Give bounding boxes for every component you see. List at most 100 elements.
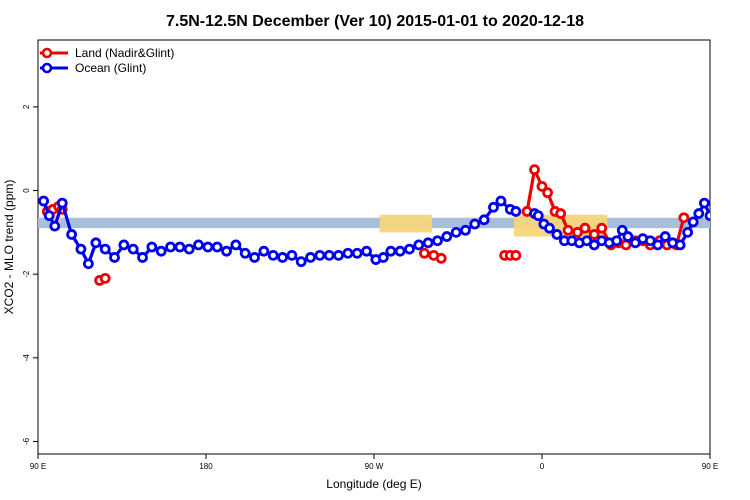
data-point (83, 258, 94, 270)
data-point (542, 187, 553, 199)
data-point (230, 239, 242, 251)
data-point (717, 199, 725, 207)
data-point (652, 239, 664, 251)
data-point (596, 222, 608, 234)
data-point (165, 241, 176, 253)
data-point (351, 247, 363, 259)
data-point (239, 247, 251, 259)
x-tick-label: 90 W (365, 462, 384, 471)
data-point (249, 252, 260, 263)
data-point (693, 208, 705, 219)
data-point (267, 249, 279, 261)
data-point (277, 252, 288, 263)
series-layer (38, 164, 748, 286)
chart-title: 7.5N-12.5N December (Ver 10) 2015-01-01 … (166, 13, 584, 30)
y-tick-label: -4 (22, 354, 31, 362)
data-point (49, 220, 61, 232)
data-point (529, 164, 540, 176)
land-mask-segment (732, 215, 750, 233)
data-point (183, 243, 195, 255)
data-point (109, 252, 120, 263)
data-point (460, 224, 471, 236)
data-point (146, 241, 158, 253)
data-point (422, 237, 434, 249)
data-point (678, 212, 690, 224)
data-point (137, 252, 148, 263)
y-tick-label: -2 (22, 270, 31, 278)
data-point (377, 252, 389, 263)
data-point (99, 272, 111, 284)
data-point (155, 245, 167, 257)
legend-label-ocean: Ocean (Glint) (75, 61, 146, 75)
land-mask-segment (379, 214, 432, 233)
data-point (572, 226, 583, 238)
legend-swatch-marker (41, 47, 53, 59)
data-point (581, 235, 593, 247)
series-ocean (38, 195, 748, 270)
data-point (56, 197, 68, 209)
legend-label-land: Land (Nadir&Glint) (75, 46, 174, 60)
data-point (342, 247, 354, 259)
y-tick-label: -6 (22, 437, 31, 445)
data-point (221, 245, 232, 257)
data-point (295, 256, 307, 268)
data-point (441, 231, 453, 242)
y-tick-label: 0 (22, 188, 31, 193)
data-point (361, 245, 372, 257)
data-point (712, 222, 720, 230)
legend-swatch-marker (41, 62, 53, 74)
series-line (740, 206, 746, 209)
data-point (510, 249, 522, 261)
data-point (118, 239, 130, 251)
data-point (544, 222, 555, 234)
data-point (211, 241, 223, 253)
data-point (305, 252, 316, 263)
data-point (450, 226, 462, 238)
data-point (495, 195, 507, 207)
data-point (127, 243, 139, 255)
data-point (404, 243, 415, 255)
data-point (659, 231, 671, 242)
x-tick-label: 0 (540, 462, 545, 471)
data-point (66, 229, 77, 240)
y-axis-title: XCO2 - MLO trend (ppm) (2, 180, 16, 315)
data-point (258, 245, 270, 257)
data-point (732, 245, 740, 253)
data-point (629, 237, 641, 249)
data-point (469, 218, 481, 230)
data-point (736, 202, 744, 210)
y-tick-label: 2 (22, 104, 31, 109)
data-point (588, 239, 600, 251)
data-point (432, 235, 443, 247)
data-point (616, 224, 628, 236)
data-point (725, 230, 733, 238)
data-point (674, 239, 686, 251)
data-point (579, 222, 591, 234)
y-axis: 2 0 -2 -4 -6 (22, 104, 38, 445)
data-point (704, 210, 710, 222)
data-point (682, 226, 693, 238)
data-point (90, 237, 102, 249)
data-point (418, 247, 430, 259)
reference-band-layer (38, 217, 710, 229)
data-point (740, 260, 748, 268)
reference-band (38, 217, 710, 229)
data-point (510, 206, 522, 217)
x-axis-title: Longitude (deg E) (326, 477, 421, 491)
data-point (622, 231, 634, 242)
data-point (333, 249, 344, 261)
data-point (532, 210, 544, 222)
plot-area (37, 39, 750, 455)
data-point (555, 208, 567, 219)
data-point (644, 235, 656, 247)
data-point (323, 249, 335, 261)
data-point (620, 239, 632, 251)
data-point (551, 229, 563, 240)
data-point (562, 224, 574, 236)
data-point (174, 241, 186, 253)
data-point (385, 245, 397, 257)
data-point (699, 197, 710, 209)
data-point (435, 252, 447, 264)
